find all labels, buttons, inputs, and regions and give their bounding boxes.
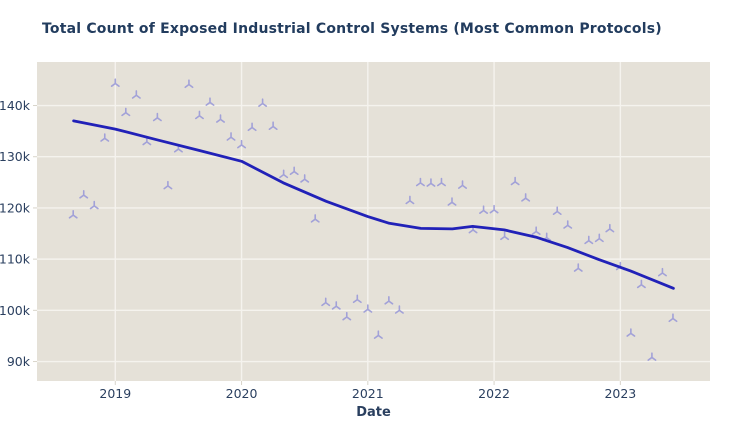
scatter-point[interactable] — [279, 169, 289, 179]
scatter-point[interactable] — [268, 121, 278, 131]
scatter-point[interactable] — [300, 174, 310, 183]
x-tick-label: 2022 — [478, 386, 510, 401]
y-tick-label: 90k — [7, 354, 31, 369]
scatter-point[interactable] — [110, 78, 120, 88]
scatter-point[interactable] — [163, 180, 173, 190]
scatter-point[interactable] — [489, 204, 499, 214]
y-tick-label: 140k — [0, 98, 31, 113]
plot-background[interactable] — [37, 62, 710, 381]
scatter-point[interactable] — [289, 166, 299, 176]
scatter-point[interactable] — [184, 79, 194, 89]
x-tick-label: 2021 — [352, 386, 384, 401]
chart-title: Total Count of Exposed Industrial Contro… — [42, 21, 662, 37]
scatter-point[interactable] — [342, 311, 352, 321]
scatter-point[interactable] — [79, 190, 89, 199]
scatter-point[interactable] — [531, 226, 541, 235]
scatter-point[interactable] — [331, 301, 341, 310]
scatter-point[interactable] — [258, 98, 268, 107]
scatter-point[interactable] — [121, 107, 131, 117]
scatter-point[interactable] — [563, 220, 573, 229]
scatter-point[interactable] — [479, 205, 489, 214]
tick-marks — [33, 105, 621, 385]
x-tick-label: 2023 — [604, 386, 636, 401]
scatter-point[interactable] — [89, 200, 99, 210]
scatter-point[interactable] — [100, 133, 110, 142]
scatter-point[interactable] — [668, 313, 678, 323]
scatter-point[interactable] — [573, 263, 583, 272]
scatter-point[interactable] — [510, 176, 520, 186]
scatter-series — [68, 78, 678, 361]
scatter-point[interactable] — [247, 122, 257, 132]
scatter-point[interactable] — [521, 193, 531, 202]
scatter-point[interactable] — [415, 177, 425, 187]
tick-labels: 90k 100k 110k 120k 130k 140k 2019 2020 2021 2022 2… — [0, 98, 636, 401]
scatter-point[interactable] — [68, 210, 78, 219]
scatter-point[interactable] — [626, 328, 636, 337]
y-tick-label: 110k — [0, 252, 31, 267]
scatter-point[interactable] — [216, 114, 226, 123]
y-tick-label: 130k — [0, 149, 31, 164]
y-tick-label: 120k — [0, 200, 31, 215]
scatter-point[interactable] — [584, 235, 594, 245]
scatter-point[interactable] — [373, 330, 383, 339]
scatter-point[interactable] — [194, 110, 204, 120]
scatter-point[interactable] — [363, 304, 373, 313]
scatter-point[interactable] — [458, 180, 468, 189]
scatter-point[interactable] — [552, 206, 562, 216]
scatter-point[interactable] — [605, 223, 615, 233]
scatter-point[interactable] — [447, 197, 457, 206]
x-tick-label: 2020 — [226, 386, 258, 401]
scatter-point[interactable] — [594, 233, 604, 243]
scatter-point[interactable] — [310, 214, 320, 223]
scatter-point[interactable] — [636, 279, 646, 289]
x-tick-label: 2019 — [99, 386, 131, 401]
scatter-point[interactable] — [657, 267, 667, 277]
trend-line[interactable] — [72, 119, 675, 290]
scatter-point[interactable] — [352, 294, 362, 304]
scatter-point[interactable] — [152, 112, 162, 122]
scatter-point[interactable] — [384, 296, 394, 305]
scatter-point[interactable] — [405, 195, 415, 205]
scatter-point[interactable] — [500, 231, 510, 241]
scatter-point[interactable] — [426, 178, 436, 187]
scatter-point[interactable] — [237, 139, 247, 149]
x-axis-title: Date — [356, 405, 391, 420]
y-tick-label: 100k — [0, 303, 31, 318]
scatter-point[interactable] — [226, 132, 236, 141]
scatter-point[interactable] — [205, 97, 215, 106]
scatter-point[interactable] — [647, 352, 657, 361]
scatter-point[interactable] — [394, 305, 404, 314]
scatter-point[interactable] — [321, 297, 331, 307]
scatter-point[interactable] — [131, 90, 141, 99]
scatter-point[interactable] — [436, 177, 446, 187]
